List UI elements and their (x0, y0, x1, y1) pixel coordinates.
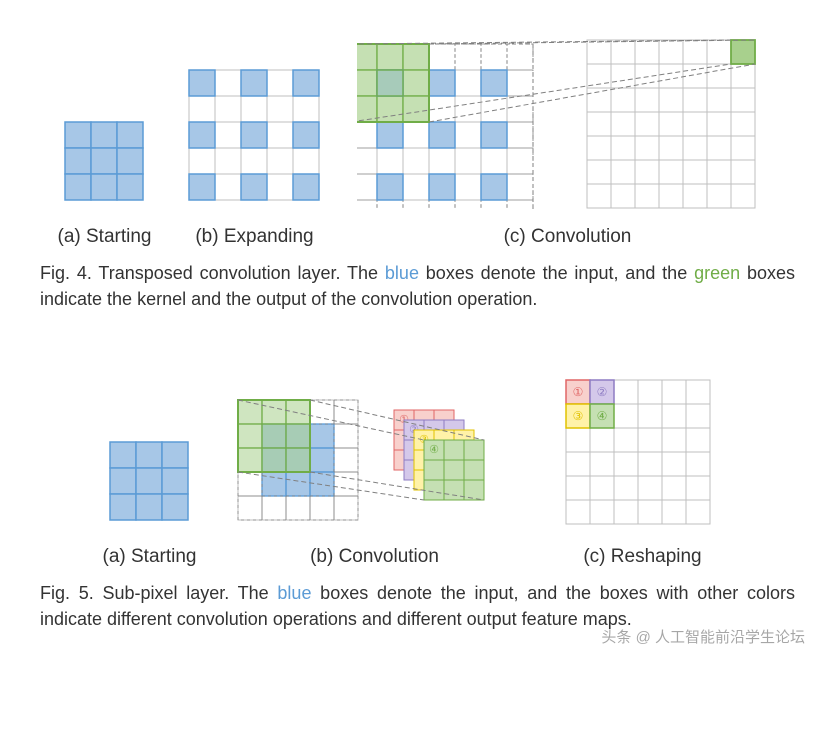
fig5-cap-blue: blue (277, 583, 311, 603)
fig5-reshaping-svg: ①②③④ (552, 370, 732, 530)
fig4-caption: Fig. 4. Transposed convolution layer. Th… (0, 254, 835, 330)
fig5-label-c: (c) Reshaping (583, 546, 701, 568)
fig4-starting-svg (59, 50, 149, 210)
fig4-panel-a: (a) Starting (58, 50, 152, 248)
svg-text:④: ④ (430, 444, 440, 456)
fig4-label-a: (a) Starting (58, 226, 152, 248)
fig4-cap-blue: blue (385, 263, 419, 283)
fig4-expanding-svg (179, 50, 329, 210)
fig4-cap-text1: Fig. 4. Transposed convolution layer. Th… (40, 263, 385, 283)
fig4-cap-text2: boxes denote the input, and the (419, 263, 694, 283)
fig5-panel-a: (a) Starting (103, 380, 197, 568)
fig4-label-b: (b) Expanding (195, 226, 313, 248)
fig5-starting-svg (104, 380, 194, 530)
fig5-label-b: (b) Convolution (310, 546, 439, 568)
svg-text:③: ③ (573, 409, 584, 423)
watermark: 头条 @ 人工智能前沿学生论坛 (0, 626, 835, 647)
fig4-panel-c: (c) Convolution (357, 20, 777, 248)
fig4-row: (a) Starting (b) Expanding (c) Convoluti… (0, 0, 835, 254)
fig4-convolution-svg (357, 20, 777, 210)
fig5-panel-b: ①②③④ (b) Convolution (224, 370, 524, 568)
fig5-convolution-svg: ①②③④ (224, 370, 524, 530)
svg-text:④: ④ (597, 409, 608, 423)
fig5-row: (a) Starting ①②③④ (b) Convolution ①②③④ (… (0, 330, 835, 574)
fig5-label-a: (a) Starting (103, 546, 197, 568)
fig4-panel-b: (b) Expanding (179, 50, 329, 248)
fig5-panel-c: ①②③④ (c) Reshaping (552, 370, 732, 568)
fig4-label-c: (c) Convolution (504, 226, 632, 248)
fig5-cap-text1: Fig. 5. Sub-pixel layer. The (40, 583, 277, 603)
svg-text:①: ① (573, 385, 584, 399)
fig4-cap-green: green (694, 263, 740, 283)
svg-text:②: ② (597, 385, 608, 399)
